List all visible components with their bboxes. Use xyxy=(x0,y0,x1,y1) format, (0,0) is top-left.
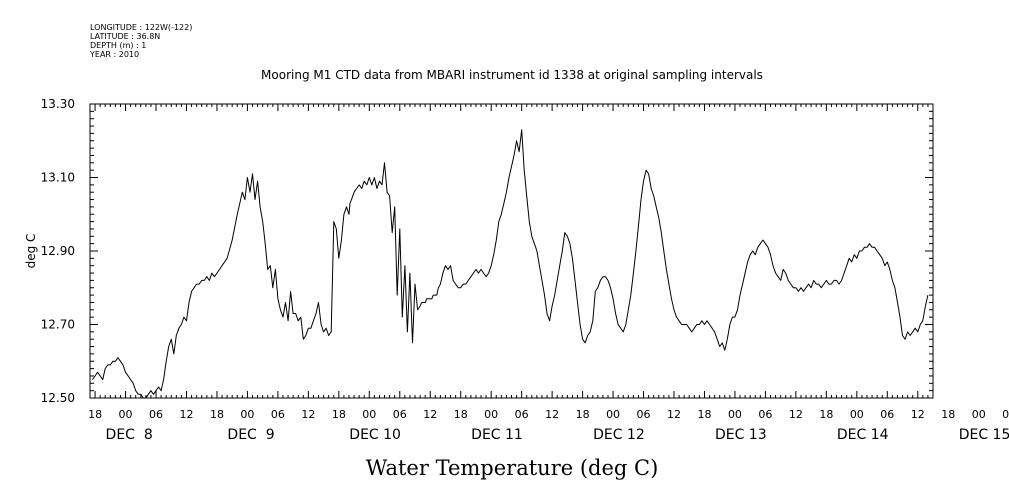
x-hour-label: 00 xyxy=(119,408,133,421)
plot-frame xyxy=(89,103,934,399)
x-hour-label: 06 xyxy=(637,408,651,421)
x-hour-label: 18 xyxy=(941,408,955,421)
x-hour-label: 18 xyxy=(332,408,346,421)
x-hour-label: 06 xyxy=(515,408,529,421)
metadata-header: LONGITUDE : 122W(-122) LATITUDE : 36.8N … xyxy=(89,23,192,59)
y-tick-label: 13.10 xyxy=(41,171,75,185)
x-day-label: DEC 9 xyxy=(227,427,274,443)
y-tick-label: 12.90 xyxy=(41,244,75,258)
x-day-label: DEC 13 xyxy=(715,427,767,443)
y-tick-label: 13.30 xyxy=(41,97,75,111)
x-hour-label: 06 xyxy=(758,408,772,421)
x-day-label: DEC 8 xyxy=(106,427,153,443)
x-hour-label: 06 xyxy=(1002,408,1009,421)
x-hour-label: 18 xyxy=(88,408,102,421)
x-hour-label: 12 xyxy=(301,408,315,421)
x-hour-label: 06 xyxy=(393,408,407,421)
x-hour-label: 00 xyxy=(850,408,864,421)
x-hour-label: 00 xyxy=(484,408,498,421)
series-group xyxy=(92,129,929,399)
x-hour-label: 06 xyxy=(880,408,894,421)
x-hour-label: 18 xyxy=(210,408,224,421)
year-text: YEAR : 2010 xyxy=(89,50,139,59)
x-hour-label: 18 xyxy=(454,408,468,421)
x-hour-label: 12 xyxy=(667,408,681,421)
x-day-label: DEC 12 xyxy=(593,427,645,443)
x-hour-label: 00 xyxy=(240,408,254,421)
latitude-text: LATITUDE : 36.8N xyxy=(90,32,160,41)
x-hour-label: 00 xyxy=(728,408,742,421)
x-hour-label: 06 xyxy=(271,408,285,421)
x-day-label: DEC 14 xyxy=(837,427,889,443)
x-hour-label: 12 xyxy=(789,408,803,421)
series-line-water-temperature xyxy=(92,129,929,399)
y-axis-label: deg C xyxy=(24,234,38,269)
x-hour-label: 00 xyxy=(362,408,376,421)
x-hour-label: 18 xyxy=(819,408,833,421)
x-axis-label: Water Temperature (deg C) xyxy=(366,456,659,480)
x-hour-label: 06 xyxy=(149,408,163,421)
x-hour-label: 00 xyxy=(972,408,986,421)
depth-text: DEPTH (m) : 1 xyxy=(90,41,146,50)
x-hour-label: 12 xyxy=(545,408,559,421)
x-hour-label: 12 xyxy=(179,408,193,421)
x-day-label: DEC 11 xyxy=(471,427,523,443)
x-day-label: DEC 10 xyxy=(349,427,401,443)
x-hour-label: 18 xyxy=(576,408,590,421)
x-hour-label: 12 xyxy=(423,408,437,421)
x-hour-label: 18 xyxy=(697,408,711,421)
chart-title: Mooring M1 CTD data from MBARI instrumen… xyxy=(261,68,763,82)
x-hour-label: 00 xyxy=(606,408,620,421)
x-axis: 18 00 06 12 18 00 06 12 18 00 06 12 18 00 06 12 18 00 06 12… xyxy=(88,104,1009,443)
y-axis: 12.50 12.70 12.90 13.10 13.30 xyxy=(41,97,933,405)
x-day-label: DEC 15 xyxy=(959,427,1009,443)
y-tick-label: 12.50 xyxy=(41,391,75,405)
x-hour-label: 12 xyxy=(911,408,925,421)
longitude-text: LONGITUDE : 122W(-122) xyxy=(90,23,192,32)
y-tick-label: 12.70 xyxy=(41,318,75,332)
